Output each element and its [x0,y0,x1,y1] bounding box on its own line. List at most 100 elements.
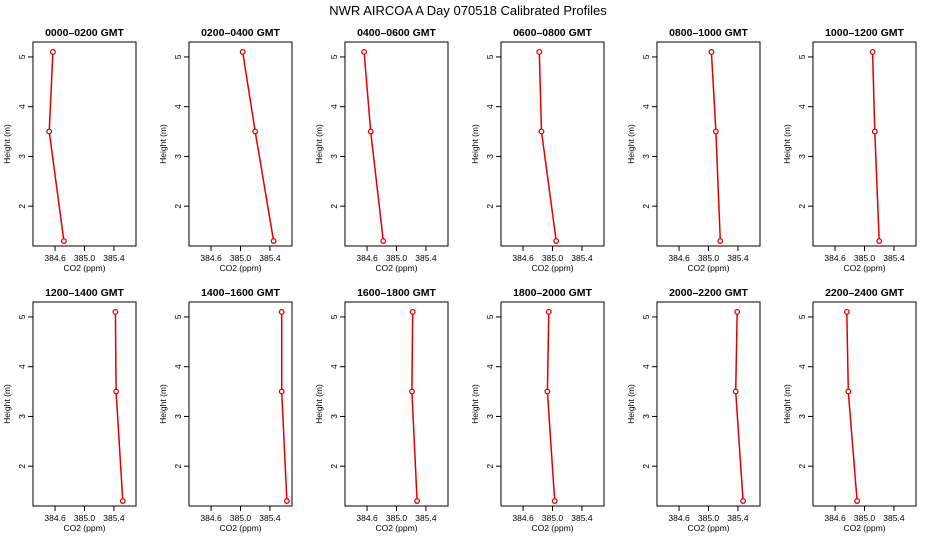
y-axis-label: Height (m) [782,124,792,164]
data-point [49,49,56,55]
panel-1: 0000–0200 GMT 384.6 385.0 385.4 2 3 4 5 CO2 (ppm… [2,27,137,273]
y-axis-label: Height (m) [314,384,324,424]
x-axis-label: CO2 (ppm) [219,263,261,273]
plot-frame [32,41,137,247]
plot-frame [188,301,293,507]
y-axis-label: Height (m) [470,124,480,164]
data-point [854,498,861,504]
x-tick-label: 385.0 [854,513,876,523]
data-point [46,128,53,135]
x-axis-label: CO2 (ppm) [375,523,417,533]
y-tick-label: 3 [797,154,807,159]
y-tick-label: 5 [329,314,339,319]
panel-title: 2000–2200 GMT [669,287,748,299]
data-point [845,388,852,395]
x-tick-label: 385.0 [542,253,564,263]
x-tick-label: 385.0 [74,253,96,263]
y-tick-label: 2 [17,464,27,469]
data-point [252,128,259,135]
panel-title: 0600–0800 GMT [513,27,592,39]
x-tick-label: 385.0 [698,253,720,263]
panel-5: 0800–1000 GMT 384.6 385.0 385.4 2 3 4 5 CO2 (ppm… [626,27,761,273]
x-tick-label: 384.6 [356,513,378,523]
y-tick-label: 3 [485,154,495,159]
x-tick-label: 385.4 [415,253,437,263]
y-tick-label: 5 [797,314,807,319]
panels-group: 0000–0200 GMT 384.6 385.0 385.4 2 3 4 5 CO2 (ppm… [2,27,917,533]
data-point [270,238,277,244]
x-tick-label: 385.4 [103,253,125,263]
y-tick-label: 4 [329,364,339,369]
y-tick-label: 3 [641,414,651,419]
panel-title: 1600–1800 GMT [357,287,436,299]
x-axis-label: CO2 (ppm) [531,523,573,533]
data-point [536,49,543,55]
x-axis-label: CO2 (ppm) [531,263,573,273]
panel-title: 1400–1600 GMT [201,287,280,299]
data-point [380,238,387,244]
series-line [871,51,880,242]
panel-3: 0400–0600 GMT 384.6 385.0 385.4 2 3 4 5 CO2 (ppm… [314,27,449,273]
x-tick-label: 385.4 [571,253,593,263]
panel-title: 1200–1400 GMT [45,287,124,299]
panel-4: 0600–0800 GMT 384.6 385.0 385.4 2 3 4 5 CO2 (ppm… [470,27,605,273]
series-line [846,311,858,502]
y-tick-label: 5 [641,314,651,319]
series-line [411,311,418,502]
x-tick-label: 384.6 [512,253,534,263]
plot-frame [656,301,761,507]
x-axis-label: CO2 (ppm) [687,263,729,273]
y-tick-label: 3 [17,414,27,419]
data-point [361,49,368,55]
plot-frame [812,41,917,247]
x-axis-label: CO2 (ppm) [63,263,105,273]
data-point [740,498,747,504]
x-axis-label: CO2 (ppm) [843,523,885,533]
y-tick-label: 3 [329,154,339,159]
x-tick-label: 385.4 [883,253,905,263]
x-axis-label: CO2 (ppm) [843,263,885,273]
y-tick-label: 3 [641,154,651,159]
plot-frame [344,41,449,247]
data-point [278,388,285,395]
panel-10: 1800–2000 GMT 384.6 385.0 385.4 2 3 4 5 CO2 (ppm… [470,287,605,533]
y-axis-label: Height (m) [626,384,636,424]
y-axis-label: Height (m) [314,124,324,164]
y-axis-label: Height (m) [158,384,168,424]
data-point [843,309,850,315]
x-tick-label: 385.0 [698,513,720,523]
data-point [538,128,545,135]
x-tick-label: 385.4 [727,253,749,263]
x-tick-label: 384.6 [356,253,378,263]
series-line [710,51,722,242]
y-axis-label: Height (m) [2,384,12,424]
y-tick-label: 3 [329,414,339,419]
y-tick-label: 4 [17,364,27,369]
data-point [876,238,883,244]
x-tick-label: 385.0 [230,513,252,523]
series-line [538,51,557,242]
x-tick-label: 385.0 [230,253,252,263]
data-point [708,49,715,55]
x-axis-label: CO2 (ppm) [375,263,417,273]
data-point [278,309,285,315]
panel-8: 1400–1600 GMT 384.6 385.0 385.4 2 3 4 5 CO2 (ppm… [158,287,293,533]
y-tick-label: 2 [641,464,651,469]
data-point [545,309,552,315]
y-tick-label: 3 [17,154,27,159]
plot-frame [812,301,917,507]
data-point [414,498,421,504]
y-tick-label: 2 [797,204,807,209]
x-tick-label: 384.6 [668,253,690,263]
y-tick-label: 5 [173,54,183,59]
y-tick-label: 2 [173,204,183,209]
plot-frame [344,301,449,507]
y-tick-label: 3 [173,414,183,419]
x-tick-label: 385.4 [259,253,281,263]
data-point [113,388,120,395]
y-tick-label: 5 [329,54,339,59]
y-tick-label: 2 [641,204,651,209]
y-tick-label: 4 [485,364,495,369]
series-line [241,51,275,242]
